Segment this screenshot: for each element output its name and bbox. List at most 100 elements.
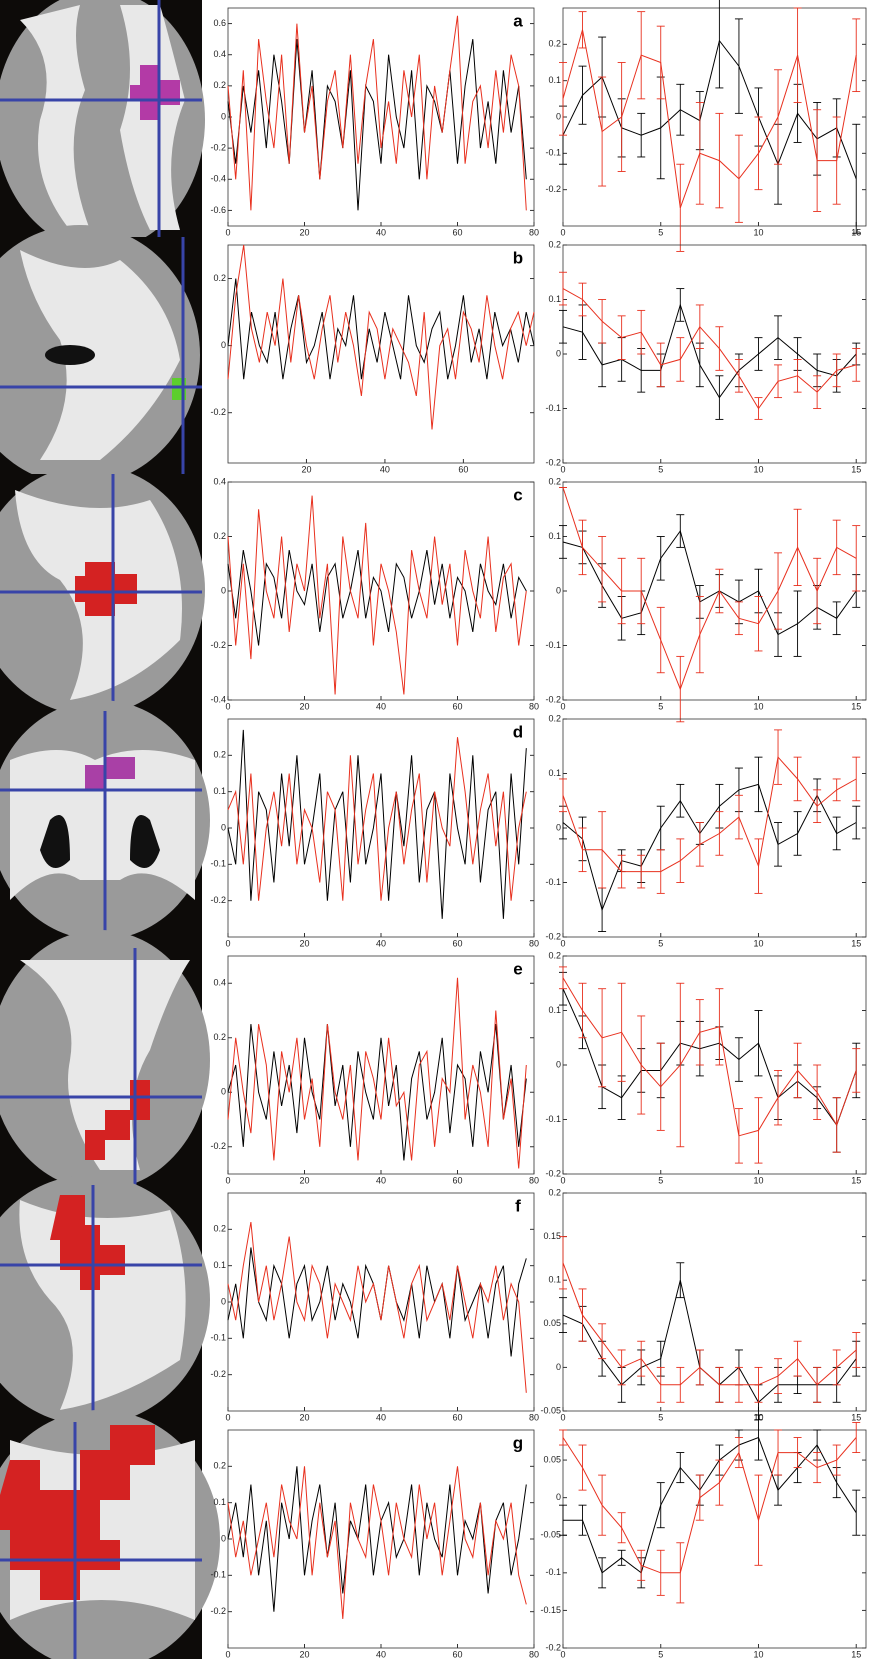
y-tick-label: 0 [556, 585, 561, 595]
x-tick-label: 15 [851, 464, 861, 474]
error-bar [813, 1452, 822, 1484]
error-bar [852, 756, 861, 802]
error-bar [734, 1437, 743, 1469]
y-tick-label: 0.2 [548, 39, 561, 49]
y-tick-label: 0 [556, 822, 561, 832]
error-bar [734, 359, 743, 393]
error-bar [637, 309, 646, 355]
y-tick-label: -0.2 [545, 1168, 561, 1178]
error-bar [754, 756, 763, 813]
error-bar [754, 1097, 763, 1164]
x-tick-label: 15 [851, 1649, 861, 1659]
error-bar [852, 18, 861, 93]
y-tick-label: -0.1 [210, 1333, 226, 1343]
x-tick-label: 10 [753, 938, 763, 948]
panel-label: g [513, 1433, 523, 1452]
x-tick-label: 0 [225, 938, 230, 948]
brain-slice-d [0, 700, 210, 948]
y-tick-label: 0.2 [213, 1224, 226, 1234]
x-tick-label: 0 [225, 701, 230, 711]
y-tick-label: 0.2 [548, 239, 561, 249]
y-tick-label: -0.1 [545, 1567, 561, 1577]
y-tick-label: -0.2 [210, 1606, 226, 1616]
error-bar [832, 816, 841, 851]
x-tick-label: 80 [529, 227, 539, 237]
y-tick-label: 0.4 [213, 49, 226, 59]
x-tick-label: 10 [753, 227, 763, 237]
x-tick-label: 60 [452, 1175, 462, 1185]
series-line [227, 1466, 527, 1619]
error-bar [852, 348, 861, 382]
series-line [562, 977, 857, 1137]
error-bar [774, 1429, 783, 1476]
error-bar [734, 18, 743, 114]
x-tick-label: 5 [658, 227, 663, 237]
error-bar [578, 827, 587, 873]
x-tick-label: 0 [560, 1412, 565, 1422]
error-bar [598, 811, 607, 889]
y-tick-label: 0.2 [548, 476, 561, 486]
series-line [562, 1437, 857, 1574]
y-tick-label: -0.2 [545, 457, 561, 467]
x-tick-label: 10 [753, 701, 763, 711]
error-bar [656, 342, 665, 388]
x-tick-label: 10 [753, 1649, 763, 1659]
error-bar [676, 655, 685, 723]
x-tick-label: 5 [658, 1175, 663, 1185]
error-bar [676, 982, 685, 1148]
error-bar [676, 1366, 685, 1403]
series-line [563, 1436, 857, 1574]
error-bar [578, 282, 587, 317]
x-tick-label: 20 [299, 1412, 309, 1422]
error-bar [559, 778, 567, 813]
error-bar [559, 1504, 567, 1536]
brain-slice-a [0, 0, 205, 250]
y-tick-label: 0.2 [213, 1032, 226, 1042]
error-bar [637, 1340, 646, 1377]
error-bar [754, 596, 763, 652]
error-bar [656, 1482, 665, 1529]
panel: -0.2 -0.1 0 0.1 0.2 0 5 10 15 [545, 713, 867, 948]
error-bar [578, 1504, 587, 1536]
error-bar [734, 1108, 743, 1164]
y-tick-label: -0.15 [540, 1605, 561, 1615]
x-tick-label: 5 [658, 1412, 663, 1422]
error-bar [774, 364, 783, 399]
error-bar [774, 729, 783, 785]
x-tick-label: 60 [452, 701, 462, 711]
x-tick-label: 60 [458, 464, 468, 474]
error-bar [617, 315, 626, 360]
error-bar [813, 557, 822, 625]
error-bar [617, 1512, 626, 1544]
brain-slice-g [0, 1410, 220, 1659]
panel: -0.2 -0.1 0 0.1 0.2 0 5 10 15 [545, 950, 867, 1185]
panel: -0.2 -0.1 0 0.1 0.2 0 20 40 60 80 d [210, 718, 539, 948]
error-bar [852, 1048, 861, 1093]
y-tick-label: -0.1 [210, 1570, 226, 1580]
x-tick-label: 5 [658, 938, 663, 948]
error-bar [715, 811, 724, 856]
series-line [227, 495, 527, 695]
x-tick-label: 15 [851, 1412, 861, 1422]
x-tick-label: 15 [851, 701, 861, 711]
error-bar [559, 309, 567, 344]
y-tick-label: 0.1 [213, 786, 226, 796]
y-tick-label: -0.05 [540, 1530, 561, 1540]
y-tick-label: -0.2 [545, 1642, 561, 1652]
x-tick-label: 20 [299, 701, 309, 711]
series-line [227, 278, 535, 380]
y-tick-label: -0.2 [210, 1141, 226, 1151]
panel-label: b [513, 248, 523, 267]
error-bar [813, 789, 822, 823]
error-bar [695, 1474, 704, 1521]
y-tick-label: -0.1 [545, 403, 561, 413]
panel: -0.2 -0.1 0 0.1 0.2 0 5 10 15 [545, 239, 867, 474]
error-bar [852, 1332, 861, 1368]
x-tick-label: 40 [376, 1175, 386, 1185]
error-bar [832, 601, 841, 636]
error-bar [715, 1459, 724, 1506]
error-bar [559, 1236, 567, 1290]
error-bar [695, 304, 704, 349]
y-tick-label: 0 [221, 111, 226, 121]
y-tick-label: -0.2 [210, 895, 226, 905]
